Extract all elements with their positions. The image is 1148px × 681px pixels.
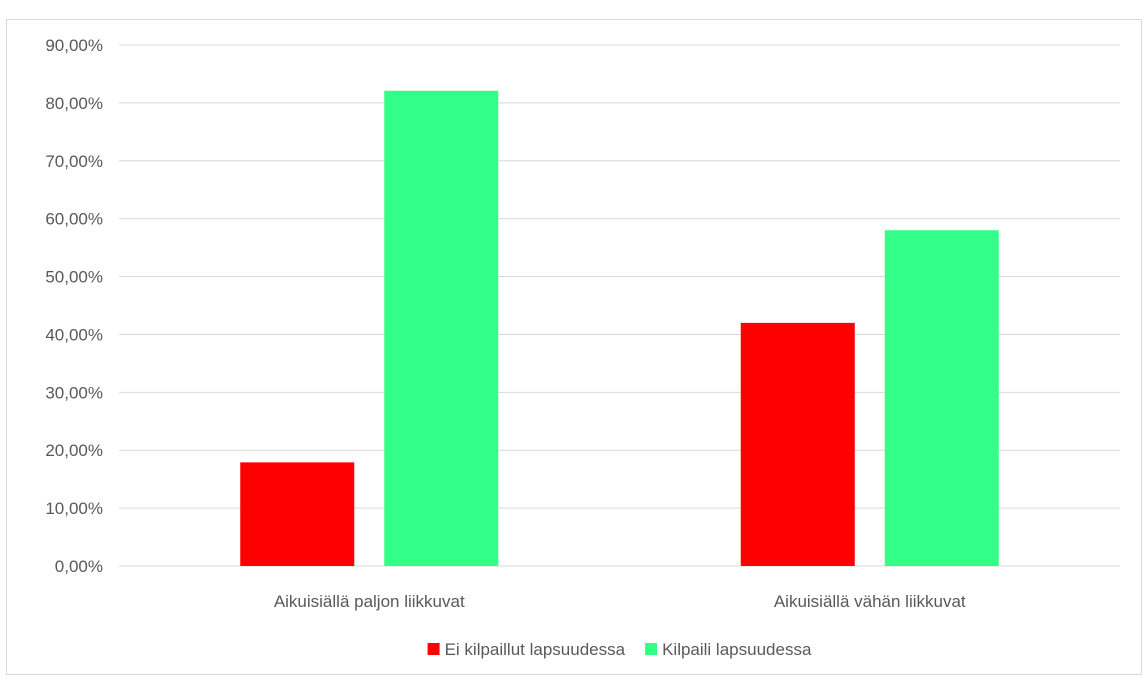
legend-label: Kilpaili lapsuudessa: [662, 640, 812, 659]
y-tick-label: 70,00%: [45, 152, 103, 171]
y-tick-label: 50,00%: [45, 268, 103, 287]
x-tick-label: Aikuisiällä paljon liikkuvat: [274, 592, 465, 611]
y-tick-label: 90,00%: [45, 36, 103, 55]
y-axis-tick-labels: 0,00% 10,00% 20,00% 30,00% 40,00% 50,00% 60,00…: [45, 36, 103, 576]
legend-swatch: [427, 643, 440, 655]
y-tick-label: 30,00%: [45, 383, 103, 402]
x-tick-label: Aikuisiällä vähän liikkuvat: [774, 592, 966, 611]
bars: [240, 90, 999, 566]
y-tick-label: 40,00%: [45, 325, 103, 344]
legend: Ei kilpaillut lapsuudessa Kilpaili lapsuu…: [427, 640, 812, 659]
y-tick-label: 0,00%: [55, 557, 103, 576]
x-axis-tick-labels: Aikuisiällä paljon liikkuvat Aikuisiällä …: [274, 592, 966, 611]
y-tick-label: 20,00%: [45, 441, 103, 460]
bar-ei-kilpaillut-1: [240, 462, 355, 566]
y-tick-label: 60,00%: [45, 210, 103, 229]
bar-kilpaili-2: [884, 230, 999, 566]
bar-kilpaili-1: [384, 90, 499, 566]
legend-label: Ei kilpaillut lapsuudessa: [445, 640, 626, 659]
legend-swatch: [645, 643, 658, 655]
bar-ei-kilpaillut-2: [740, 322, 855, 566]
y-tick-label: 80,00%: [45, 94, 103, 113]
y-tick-label: 10,00%: [45, 499, 103, 518]
